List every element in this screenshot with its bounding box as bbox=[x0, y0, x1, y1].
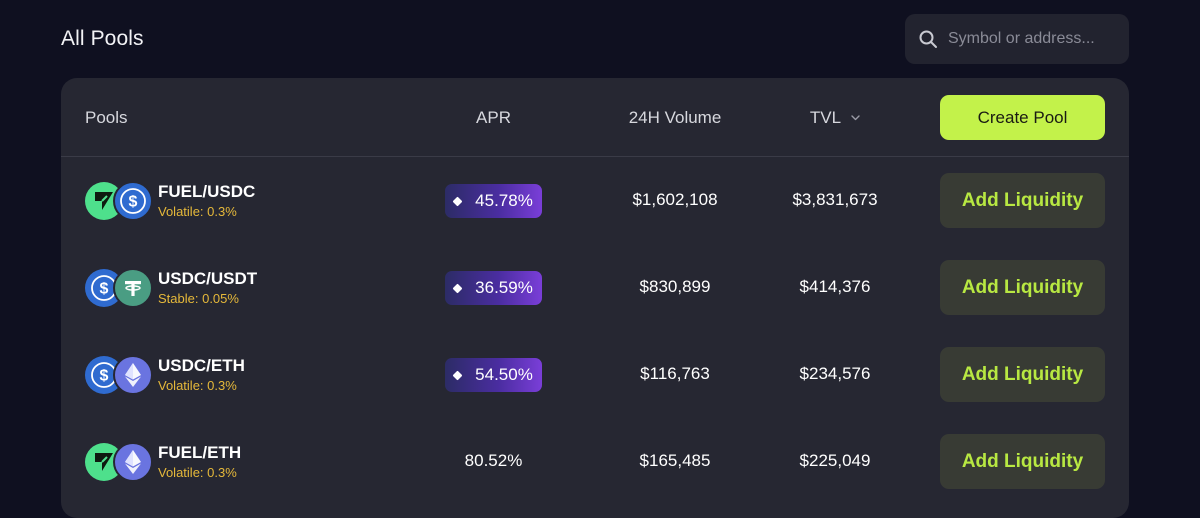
usdt-icon bbox=[113, 268, 153, 308]
top-bar: All Pools bbox=[0, 0, 1200, 78]
pair-fee: Stable: 0.05% bbox=[158, 291, 239, 306]
eth-icon bbox=[113, 355, 153, 395]
tvl-value: $234,576 bbox=[799, 364, 871, 383]
column-volume[interactable]: 24H Volume bbox=[628, 107, 722, 127]
pair-icons: $ bbox=[85, 181, 153, 221]
apr-badge: 36.59% bbox=[445, 271, 542, 305]
column-apr[interactable]: APR bbox=[476, 107, 511, 127]
usdc-icon: $ bbox=[113, 181, 153, 221]
pair-name: USDC/ETH bbox=[158, 356, 245, 375]
add-liquidity-button[interactable]: Add Liquidity bbox=[940, 260, 1105, 315]
svg-text:$: $ bbox=[100, 281, 109, 298]
volume-value: $1,602,108 bbox=[632, 190, 718, 209]
apr-badge: 45.78% bbox=[445, 184, 542, 218]
svg-text:$: $ bbox=[129, 194, 138, 211]
tvl-value: $414,376 bbox=[799, 277, 871, 296]
pools-table: Pools APR 24H Volume TVL Create Pool $ F… bbox=[61, 78, 1129, 518]
volume-value: $116,763 bbox=[640, 364, 710, 383]
apr-value: 80.52% bbox=[464, 451, 523, 470]
diamond-icon bbox=[452, 370, 463, 380]
column-pools[interactable]: Pools bbox=[85, 107, 128, 127]
table-row[interactable]: $ FUEL/USDC Volatile: 0.3% 45.78% $1,602… bbox=[61, 157, 1129, 244]
table-row[interactable]: $ USDC/USDT Stable: 0.05% 36.59% $830,89… bbox=[61, 244, 1129, 331]
table-row[interactable]: FUEL/ETH Volatile: 0.3% 80.52% $165,485 … bbox=[61, 418, 1129, 505]
add-liquidity-button[interactable]: Add Liquidity bbox=[940, 173, 1105, 228]
page-title: All Pools bbox=[61, 27, 144, 50]
svg-text:$: $ bbox=[100, 368, 109, 385]
table-header: Pools APR 24H Volume TVL Create Pool bbox=[61, 78, 1129, 157]
pair-name: USDC/USDT bbox=[158, 269, 258, 288]
pair-fee: Volatile: 0.3% bbox=[158, 378, 237, 393]
volume-value: $165,485 bbox=[639, 451, 711, 470]
pair-name: FUEL/USDC bbox=[158, 182, 256, 201]
tvl-value: $225,049 bbox=[799, 451, 871, 470]
apr-value: 54.50% bbox=[475, 365, 533, 384]
apr-value: 36.59% bbox=[475, 278, 533, 297]
search-input[interactable] bbox=[948, 30, 1128, 48]
column-tvl[interactable]: TVL bbox=[765, 78, 905, 157]
tvl-value: $3,831,673 bbox=[792, 190, 878, 209]
search-icon bbox=[918, 29, 938, 49]
column-tvl-label: TVL bbox=[809, 107, 842, 127]
chevron-down-icon bbox=[851, 114, 860, 121]
apr-badge: 54.50% bbox=[445, 358, 542, 392]
add-liquidity-button[interactable]: Add Liquidity bbox=[940, 434, 1105, 489]
volume-value: $830,899 bbox=[639, 277, 711, 296]
pair-icons: $ bbox=[85, 355, 153, 395]
apr-value: 45.78% bbox=[475, 191, 533, 210]
eth-icon bbox=[113, 442, 153, 482]
table-row[interactable]: $ USDC/ETH Volatile: 0.3% 54.50% $116,76… bbox=[61, 331, 1129, 418]
search-box[interactable] bbox=[905, 14, 1129, 64]
add-liquidity-button[interactable]: Add Liquidity bbox=[940, 347, 1105, 402]
diamond-icon bbox=[452, 196, 463, 206]
pair-icons: $ bbox=[85, 268, 153, 308]
pair-icons bbox=[85, 442, 153, 482]
pair-fee: Volatile: 0.3% bbox=[158, 204, 237, 219]
pair-fee: Volatile: 0.3% bbox=[158, 465, 237, 480]
pair-name: FUEL/ETH bbox=[158, 443, 242, 462]
diamond-icon bbox=[452, 283, 463, 293]
create-pool-button[interactable]: Create Pool bbox=[940, 95, 1105, 140]
